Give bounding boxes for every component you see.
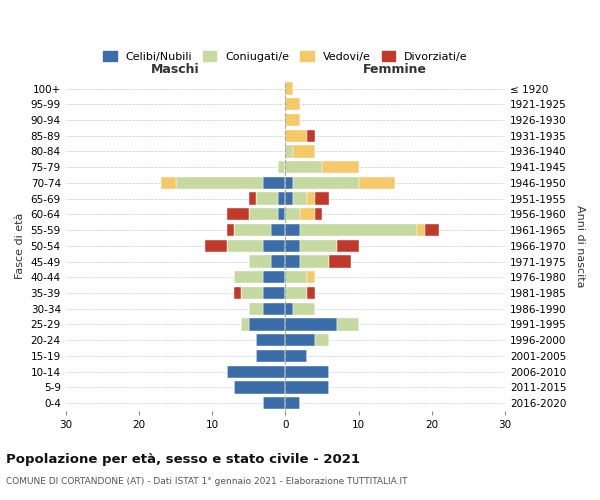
Bar	[286, 350, 307, 362]
Bar	[293, 177, 359, 189]
Bar	[307, 271, 314, 283]
Bar	[256, 350, 286, 362]
Bar	[286, 271, 307, 283]
Bar	[249, 318, 286, 330]
Bar	[249, 192, 256, 205]
Bar	[227, 208, 249, 220]
Bar	[234, 224, 271, 236]
Bar	[286, 98, 300, 110]
Bar	[286, 82, 293, 94]
Bar	[286, 161, 322, 173]
Bar	[278, 208, 286, 220]
Bar	[263, 177, 286, 189]
Bar	[293, 192, 307, 205]
Text: Maschi: Maschi	[151, 63, 200, 76]
Bar	[307, 130, 314, 142]
Bar	[249, 256, 271, 268]
Bar	[425, 224, 439, 236]
Bar	[263, 302, 286, 315]
Bar	[314, 334, 329, 346]
Bar	[293, 302, 314, 315]
Bar	[249, 302, 263, 315]
Bar	[286, 146, 293, 158]
Legend: Celibi/Nubili, Coniugati/e, Vedovi/e, Divorziati/e: Celibi/Nubili, Coniugati/e, Vedovi/e, Di…	[99, 46, 472, 66]
Bar	[249, 208, 278, 220]
Bar	[300, 256, 329, 268]
Bar	[256, 334, 286, 346]
Bar	[300, 208, 314, 220]
Bar	[278, 161, 286, 173]
Bar	[300, 224, 417, 236]
Bar	[176, 177, 263, 189]
Bar	[286, 130, 307, 142]
Bar	[359, 177, 395, 189]
Bar	[337, 240, 359, 252]
Bar	[307, 192, 314, 205]
Bar	[241, 318, 249, 330]
Bar	[286, 397, 300, 409]
Bar	[263, 287, 286, 299]
Bar	[227, 240, 263, 252]
Text: Popolazione per età, sesso e stato civile - 2021: Popolazione per età, sesso e stato civil…	[6, 452, 360, 466]
Bar	[417, 224, 425, 236]
Bar	[263, 271, 286, 283]
Bar	[234, 381, 286, 394]
Bar	[329, 256, 351, 268]
Bar	[271, 256, 286, 268]
Bar	[286, 381, 329, 394]
Bar	[227, 366, 286, 378]
Bar	[161, 177, 176, 189]
Bar	[286, 318, 337, 330]
Bar	[263, 240, 286, 252]
Text: Femmine: Femmine	[363, 63, 427, 76]
Bar	[241, 287, 263, 299]
Bar	[293, 146, 314, 158]
Bar	[227, 224, 234, 236]
Bar	[307, 287, 314, 299]
Bar	[278, 192, 286, 205]
Bar	[286, 334, 314, 346]
Y-axis label: Fasce di età: Fasce di età	[15, 212, 25, 279]
Bar	[234, 271, 263, 283]
Y-axis label: Anni di nascita: Anni di nascita	[575, 204, 585, 287]
Bar	[314, 208, 322, 220]
Bar	[234, 287, 241, 299]
Bar	[322, 161, 359, 173]
Bar	[271, 224, 286, 236]
Bar	[314, 192, 329, 205]
Bar	[337, 318, 359, 330]
Bar	[286, 240, 300, 252]
Bar	[286, 192, 293, 205]
Bar	[286, 366, 329, 378]
Text: COMUNE DI CORTANDONE (AT) - Dati ISTAT 1° gennaio 2021 - Elaborazione TUTTITALIA: COMUNE DI CORTANDONE (AT) - Dati ISTAT 1…	[6, 478, 407, 486]
Bar	[286, 256, 300, 268]
Bar	[286, 208, 300, 220]
Bar	[300, 240, 337, 252]
Bar	[286, 114, 300, 126]
Bar	[286, 224, 300, 236]
Bar	[286, 287, 307, 299]
Bar	[205, 240, 227, 252]
Bar	[256, 192, 278, 205]
Bar	[286, 177, 293, 189]
Bar	[263, 397, 286, 409]
Bar	[286, 302, 293, 315]
